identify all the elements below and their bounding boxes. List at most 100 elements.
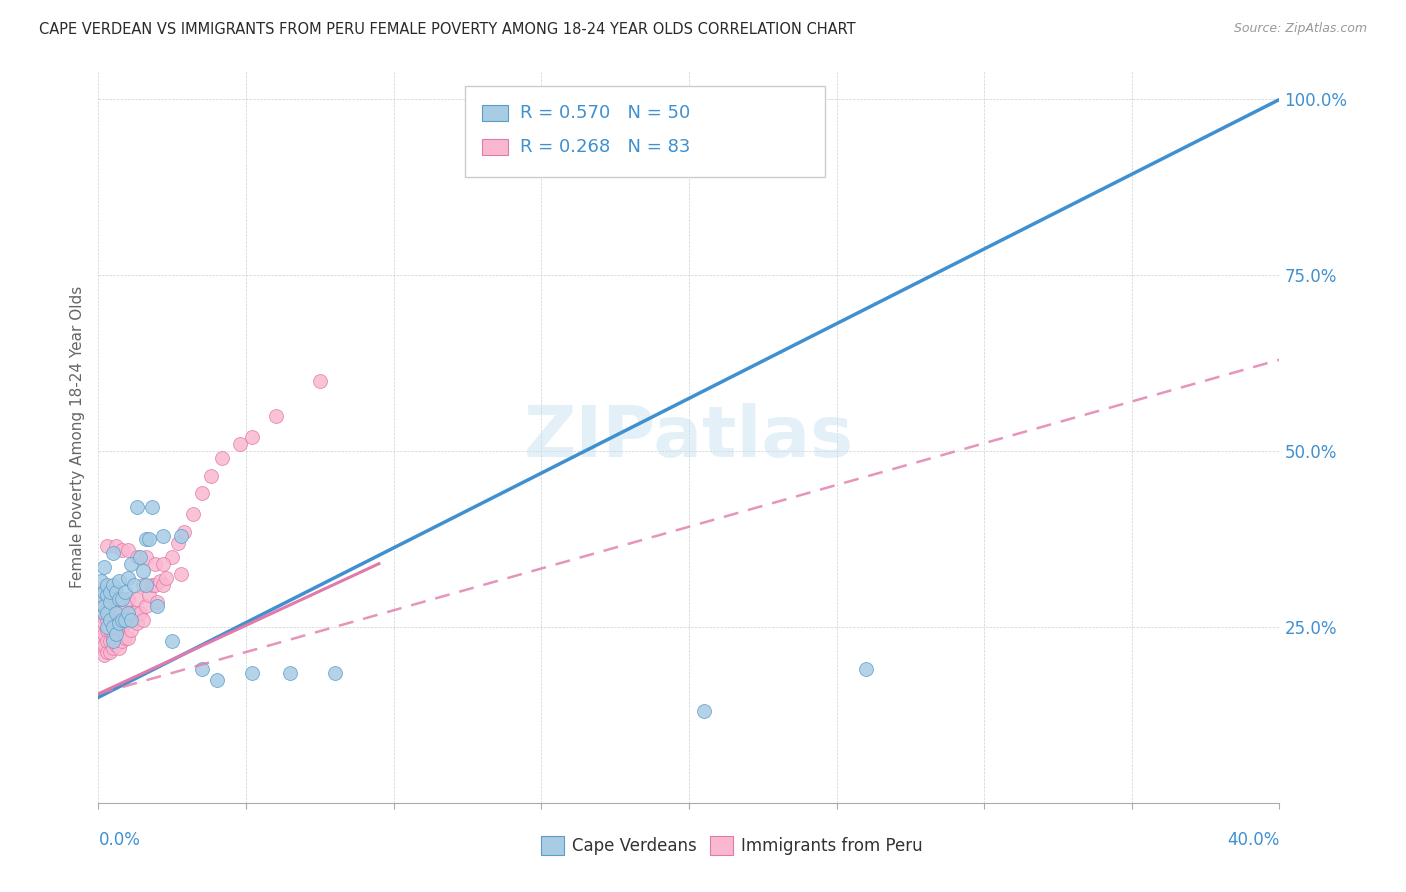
Point [173, 524, 195, 539]
Point [90, 634, 112, 648]
Point [125, 549, 148, 564]
Point [96, 588, 118, 602]
Text: R = 0.268   N = 83: R = 0.268 N = 83 [520, 137, 690, 156]
Point [162, 634, 183, 648]
Point [103, 591, 125, 606]
Point [132, 578, 155, 592]
FancyBboxPatch shape [464, 86, 825, 178]
Point [135, 599, 157, 613]
Point [117, 591, 139, 606]
Point [105, 627, 128, 641]
Point [114, 584, 136, 599]
Point [135, 549, 157, 564]
Point [93, 599, 115, 613]
Point [135, 578, 157, 592]
Point [105, 584, 128, 599]
Point [125, 500, 148, 515]
Point [108, 595, 131, 609]
Point [98, 595, 121, 609]
Point [111, 634, 134, 648]
Point [96, 613, 118, 627]
Point [103, 620, 125, 634]
Point [132, 564, 155, 578]
Point [93, 627, 115, 641]
Point [128, 606, 150, 620]
Point [96, 539, 118, 553]
Point [93, 648, 115, 662]
Point [128, 549, 150, 564]
Point [117, 571, 139, 585]
Point [96, 588, 118, 602]
Point [693, 705, 716, 719]
Point [96, 620, 118, 634]
Point [103, 546, 125, 560]
Point [105, 606, 128, 620]
Point [98, 634, 121, 648]
Point [111, 613, 134, 627]
Point [146, 599, 169, 613]
Point [98, 624, 121, 638]
Point [111, 542, 134, 557]
Point [167, 535, 190, 549]
Point [108, 627, 131, 641]
Point [229, 437, 252, 451]
Point [152, 528, 174, 542]
Point [96, 606, 118, 620]
Point [108, 591, 131, 606]
Text: Source: ZipAtlas.com: Source: ZipAtlas.com [1233, 22, 1367, 36]
Point [105, 627, 128, 641]
Point [98, 644, 121, 658]
Point [146, 595, 169, 609]
Point [98, 613, 121, 627]
Point [93, 616, 115, 631]
Point [105, 638, 128, 652]
Point [90, 574, 112, 589]
Point [155, 571, 177, 585]
Point [323, 665, 346, 680]
Text: 0.0%: 0.0% [98, 831, 141, 849]
Point [105, 602, 128, 616]
FancyBboxPatch shape [482, 138, 508, 154]
Point [191, 486, 214, 500]
Point [103, 631, 125, 645]
Point [93, 638, 115, 652]
Point [122, 578, 145, 592]
Point [211, 451, 233, 466]
Point [89, 641, 111, 656]
Point [105, 588, 128, 602]
Point [120, 613, 142, 627]
Point [152, 578, 174, 592]
Point [93, 595, 115, 609]
Point [114, 631, 136, 645]
Point [138, 532, 160, 546]
Point [181, 508, 204, 522]
Point [93, 560, 115, 574]
Point [117, 606, 139, 620]
Point [120, 606, 142, 620]
Text: Immigrants from Peru: Immigrants from Peru [741, 837, 922, 855]
Point [117, 631, 139, 645]
Point [96, 644, 118, 658]
Point [200, 468, 222, 483]
Point [162, 549, 183, 564]
Text: R = 0.570   N = 50: R = 0.570 N = 50 [520, 104, 690, 122]
Point [132, 613, 155, 627]
Point [855, 662, 877, 676]
Point [108, 613, 131, 627]
Point [170, 567, 193, 582]
Point [141, 578, 163, 592]
Text: CAPE VERDEAN VS IMMIGRANTS FROM PERU FEMALE POVERTY AMONG 18-24 YEAR OLDS CORREL: CAPE VERDEAN VS IMMIGRANTS FROM PERU FEM… [39, 22, 856, 37]
Point [90, 599, 112, 613]
Point [152, 557, 174, 571]
Point [93, 584, 115, 599]
Point [108, 574, 131, 589]
Point [98, 595, 121, 609]
Point [96, 634, 118, 648]
Point [205, 673, 228, 687]
Point [191, 662, 214, 676]
Point [125, 616, 148, 631]
Point [111, 602, 134, 616]
Point [105, 539, 128, 553]
Point [103, 620, 125, 634]
Point [240, 665, 263, 680]
